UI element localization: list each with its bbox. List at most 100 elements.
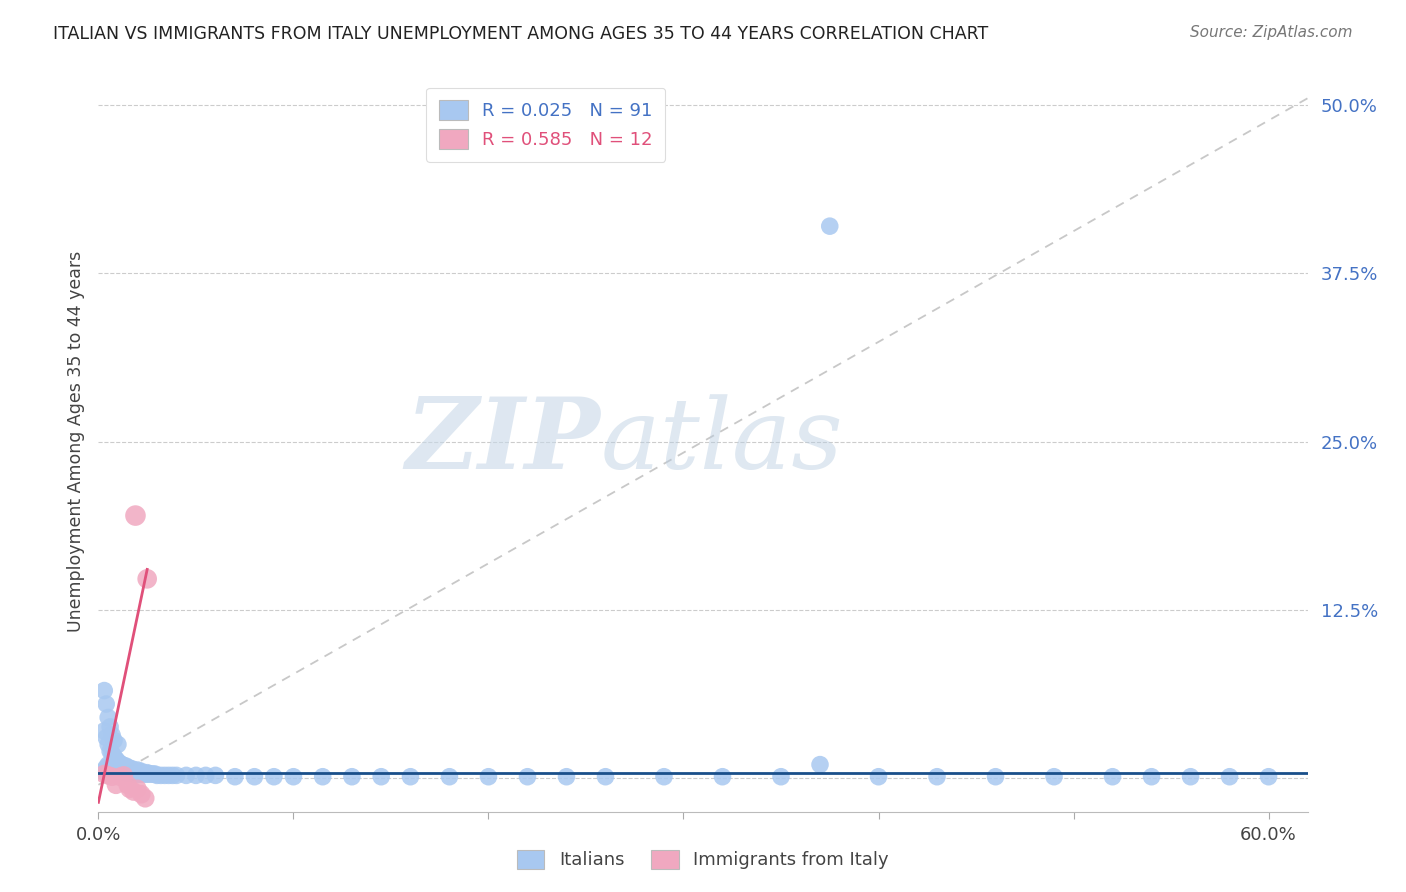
Point — [136, 765, 159, 780]
Point — [104, 752, 127, 766]
Point — [97, 710, 120, 724]
Point — [122, 767, 145, 781]
Point — [595, 770, 617, 784]
Point — [103, 733, 125, 747]
Point — [121, 765, 143, 780]
Point — [122, 763, 145, 777]
Point — [111, 764, 134, 779]
Text: Source: ZipAtlas.com: Source: ZipAtlas.com — [1189, 25, 1353, 40]
Point — [312, 770, 335, 784]
Point — [112, 768, 135, 782]
Point — [818, 219, 841, 234]
Point — [174, 768, 197, 782]
Point — [97, 738, 120, 752]
Point — [114, 765, 136, 780]
Point — [132, 767, 155, 781]
Point — [117, 760, 139, 774]
Point — [122, 784, 145, 798]
Point — [127, 763, 149, 777]
Point — [103, 749, 125, 764]
Point — [98, 744, 121, 758]
Point — [101, 762, 124, 776]
Point — [516, 770, 538, 784]
Point — [124, 508, 146, 523]
Point — [91, 764, 114, 779]
Point — [124, 767, 146, 781]
Point — [108, 764, 131, 779]
Point — [121, 762, 143, 776]
Point — [117, 778, 139, 792]
Point — [165, 768, 187, 782]
Point — [136, 767, 159, 781]
Point — [103, 763, 125, 777]
Point — [93, 723, 115, 738]
Point — [1219, 770, 1241, 784]
Point — [157, 768, 180, 782]
Point — [104, 778, 127, 792]
Point — [112, 759, 135, 773]
Point — [555, 770, 578, 784]
Point — [131, 767, 153, 781]
Point — [149, 768, 172, 782]
Point — [711, 770, 734, 784]
Point — [243, 770, 266, 784]
Point — [1101, 770, 1123, 784]
Point — [340, 770, 363, 784]
Point — [134, 767, 156, 781]
Point — [131, 764, 153, 779]
Point — [153, 768, 176, 782]
Point — [263, 770, 285, 784]
Point — [439, 770, 461, 784]
Point — [98, 760, 121, 774]
Point — [136, 572, 159, 586]
Point — [224, 770, 246, 784]
Point — [399, 770, 422, 784]
Point — [1140, 770, 1163, 784]
Point — [134, 791, 156, 805]
Point — [96, 697, 118, 711]
Point — [104, 763, 127, 777]
Point — [97, 768, 120, 782]
Point — [477, 770, 499, 784]
Point — [118, 762, 141, 776]
Point — [128, 764, 150, 779]
Point — [101, 747, 124, 761]
Point — [769, 770, 792, 784]
Point — [1257, 770, 1279, 784]
Point — [97, 757, 120, 772]
Point — [93, 767, 115, 781]
Point — [107, 738, 129, 752]
Point — [138, 767, 160, 781]
Point — [146, 768, 169, 782]
Point — [184, 768, 207, 782]
Point — [283, 770, 305, 784]
Point — [194, 768, 217, 782]
Point — [108, 770, 131, 784]
Point — [204, 768, 226, 782]
Point — [114, 759, 136, 773]
Point — [868, 770, 890, 784]
Point — [652, 770, 675, 784]
Point — [370, 770, 392, 784]
Point — [142, 767, 165, 781]
Point — [1180, 770, 1202, 784]
Point — [117, 765, 139, 780]
Point — [118, 765, 141, 780]
Point — [162, 768, 184, 782]
Point — [128, 767, 150, 781]
Point — [111, 757, 134, 772]
Point — [112, 764, 135, 779]
Point — [108, 756, 131, 771]
Point — [96, 731, 118, 745]
Point — [98, 720, 121, 734]
Point — [101, 770, 124, 784]
Point — [96, 760, 118, 774]
Legend: R = 0.025   N = 91, R = 0.585   N = 12: R = 0.025 N = 91, R = 0.585 N = 12 — [426, 87, 665, 161]
Legend: Italians, Immigrants from Italy: Italians, Immigrants from Italy — [509, 841, 897, 879]
Text: ZIP: ZIP — [405, 393, 600, 490]
Point — [808, 757, 831, 772]
Point — [107, 764, 129, 779]
Text: ITALIAN VS IMMIGRANTS FROM ITALY UNEMPLOYMENT AMONG AGES 35 TO 44 YEARS CORRELAT: ITALIAN VS IMMIGRANTS FROM ITALY UNEMPLO… — [53, 25, 988, 43]
Point — [131, 787, 153, 801]
Point — [107, 755, 129, 769]
